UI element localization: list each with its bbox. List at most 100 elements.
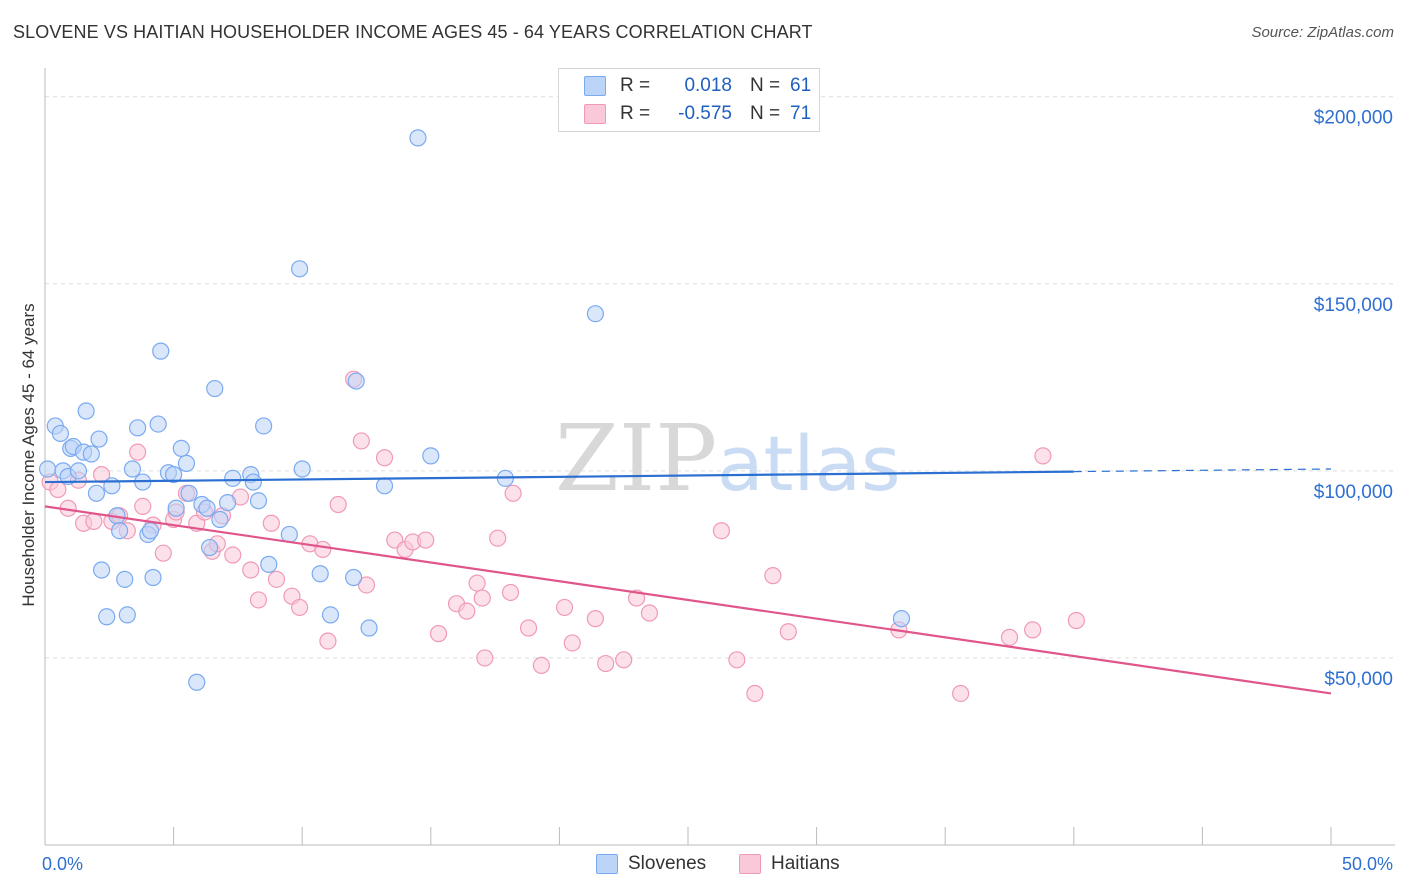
slovenes-point — [38, 460, 57, 478]
haitians-point — [352, 432, 370, 450]
haitians-point — [473, 589, 491, 607]
haitians-point — [489, 529, 507, 547]
slovenes-point — [219, 494, 237, 512]
slovenes-point — [345, 568, 363, 587]
x-tick-labels: 0.0% 50.0% — [42, 854, 1393, 874]
slovenes-point — [144, 568, 162, 587]
haitians-point — [597, 654, 615, 673]
slovenes-point — [118, 606, 136, 624]
legend-swatch-slovenes — [584, 76, 606, 96]
r-label: R = — [620, 75, 651, 96]
y-tick-label: $150,000 — [1314, 295, 1393, 316]
watermark-zip: ZIP — [555, 405, 717, 512]
n-label: N = — [750, 75, 781, 96]
haitians-point — [468, 574, 486, 592]
n-label: N = — [750, 103, 781, 124]
x-tick-label: 50.0% — [1342, 854, 1393, 874]
r-value: 0.018 — [684, 75, 732, 96]
haitians-point — [242, 561, 260, 579]
haitians-point — [262, 514, 280, 532]
bottom-legend-label: Slovenes — [628, 853, 707, 874]
slovenes-point — [128, 419, 147, 437]
y-tick-label: $100,000 — [1314, 482, 1393, 503]
slovenes-point — [152, 342, 170, 360]
n-value: 71 — [790, 103, 812, 124]
haitians-point — [291, 598, 309, 617]
slovenes-point — [87, 484, 106, 502]
haitians-point — [417, 531, 435, 549]
haitians-point — [555, 598, 574, 617]
haitians-point — [1067, 611, 1085, 630]
haitians-point — [375, 449, 394, 467]
slovenes-point — [177, 454, 196, 472]
slovenes-point — [141, 522, 160, 540]
haitians-point — [267, 570, 286, 588]
haitians-point — [501, 583, 520, 602]
slovenes-point — [110, 522, 129, 540]
slovenes-point — [172, 439, 190, 458]
haitians-point — [1034, 447, 1052, 465]
slovenes-point — [206, 379, 224, 398]
slovenes-point — [180, 484, 198, 502]
slovenes-point — [360, 619, 378, 637]
slovenes-point — [167, 499, 185, 517]
haitians-point — [952, 684, 970, 703]
slovenes-point — [586, 305, 605, 323]
bottom-legend-swatch-slovenes — [596, 854, 618, 874]
correlation-legend: R = 0.018 N = 61 R = -0.575 N = 71 — [558, 68, 820, 132]
slovenes-point — [116, 570, 134, 588]
slovenes-trend-extension — [1073, 468, 1332, 473]
x-tick-label: 0.0% — [42, 854, 83, 874]
haitians-point — [764, 567, 782, 585]
bottom-legend-slovenes: Slovenes — [596, 850, 706, 878]
r-label: R = — [620, 103, 651, 124]
slovenes-point — [82, 445, 100, 463]
haitians-point — [519, 619, 538, 637]
slovenes-point — [198, 499, 216, 517]
haitians-point — [504, 484, 522, 502]
slovenes-point — [224, 469, 242, 487]
slovenes-point — [321, 606, 340, 624]
n-value: 61 — [790, 75, 812, 96]
slovenes-points — [38, 129, 911, 691]
slovenes-point — [249, 492, 268, 510]
legend-row-haitians: R = -0.575 N = 71 — [584, 101, 811, 127]
haitians-point — [586, 610, 605, 628]
haitians-point — [779, 623, 797, 641]
legend-row-slovenes: R = 0.018 N = 61 — [584, 73, 811, 99]
y-tick-label: $50,000 — [1324, 669, 1393, 690]
haitians-point — [134, 497, 152, 515]
source-credit: Source: ZipAtlas.com — [1251, 24, 1394, 41]
slovenes-point — [347, 372, 365, 390]
haitians-point — [746, 684, 764, 703]
slovenes-point — [165, 465, 183, 484]
haitians-point — [476, 649, 494, 667]
slovenes-point — [51, 424, 70, 443]
haitians-point — [329, 495, 347, 514]
slovenes-point — [375, 477, 394, 495]
slovenes-trend-line — [44, 470, 1074, 484]
watermark: ZIP atlas — [555, 405, 901, 512]
haitians-point — [319, 632, 337, 650]
slovenes-point — [255, 417, 273, 435]
legend-swatch-haitians — [584, 104, 606, 124]
haitians-point — [458, 602, 476, 620]
haitians-point — [85, 512, 103, 530]
haitians-point — [1024, 621, 1042, 639]
slovenes-point — [188, 673, 206, 691]
slovenes-point — [201, 538, 219, 557]
slovenes-point — [211, 510, 229, 529]
haitians-point — [357, 576, 376, 594]
haitians-point — [429, 625, 448, 643]
haitians-point — [314, 540, 332, 559]
bottom-legend-label: Haitians — [771, 853, 840, 874]
slovenes-point — [422, 447, 440, 465]
haitians-point — [712, 522, 731, 540]
haitians-point — [249, 591, 268, 609]
slovenes-point — [90, 430, 108, 448]
y-axis-label: Householder Income Ages 45 - 64 years — [19, 303, 38, 606]
slovenes-point — [69, 462, 88, 480]
haitians-point — [154, 544, 172, 562]
slovenes-point — [98, 608, 116, 626]
